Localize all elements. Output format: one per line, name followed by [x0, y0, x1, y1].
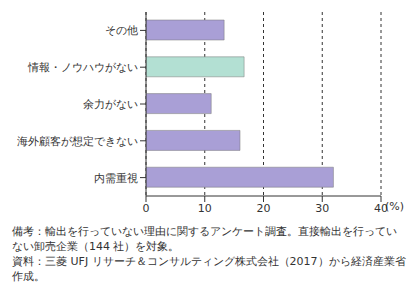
svg-text:(%): (%)	[385, 200, 404, 213]
svg-text:情報・ノウハウがない: 情報・ノウハウがない	[27, 61, 138, 74]
svg-text:10: 10	[198, 202, 212, 215]
svg-text:40: 40	[374, 201, 388, 215]
html-text:資料：三菱 UFJ リサーチ＆コンサルティング株式会社（20: 資料：三菱 UFJ リサーチ＆コンサルティング株式会社（2017）から経済産業省…	[12, 255, 406, 283]
html-text:備考：輸出を行っていない理由に関するアンケート調査。直接輸出: 備考：輸出を行っていない理由に関するアンケート調査。直接輸出を行っていない卸売企…	[12, 225, 397, 253]
svg-text:20: 20	[257, 202, 271, 215]
svg-text:30: 30	[315, 202, 329, 215]
svg-text:海外顧客が想定できない: 海外顧客が想定できない	[17, 135, 138, 148]
svg-text:余力がない: 余力がない	[83, 98, 138, 111]
svg-text:その他: その他	[105, 24, 138, 37]
svg-text:0: 0	[143, 202, 150, 215]
svg-text:内需重視: 内需重視	[94, 172, 138, 185]
